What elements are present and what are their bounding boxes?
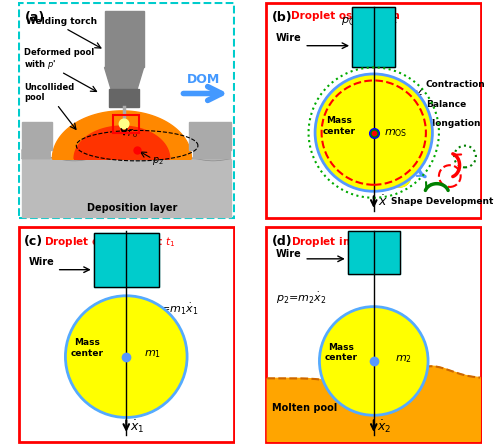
Bar bbox=[113, 115, 140, 133]
Polygon shape bbox=[22, 122, 52, 150]
Text: $m_2$: $m_2$ bbox=[396, 353, 412, 365]
Text: Shape Development: Shape Development bbox=[391, 197, 494, 207]
Circle shape bbox=[320, 306, 428, 415]
Polygon shape bbox=[22, 143, 50, 159]
Text: Mass
center: Mass center bbox=[324, 343, 358, 362]
Text: Droplet oscillation: Droplet oscillation bbox=[291, 11, 400, 21]
Text: $p_2$: $p_2$ bbox=[152, 155, 164, 167]
Text: DOM: DOM bbox=[187, 73, 220, 86]
Bar bbox=[104, 11, 144, 67]
Text: Droplet impact $t_2$: Droplet impact $t_2$ bbox=[291, 235, 392, 249]
Bar bbox=[352, 7, 396, 67]
Text: $F_0$: $F_0$ bbox=[128, 127, 138, 140]
Circle shape bbox=[389, 165, 410, 187]
Text: $\dot{x}_1$: $\dot{x}_1$ bbox=[130, 418, 144, 435]
Bar bbox=[94, 233, 159, 287]
Polygon shape bbox=[194, 143, 230, 159]
Circle shape bbox=[120, 119, 129, 129]
Text: Welding torch: Welding torch bbox=[26, 17, 98, 26]
Text: Deformed pool
with $p$': Deformed pool with $p$' bbox=[24, 47, 94, 71]
Text: Wire: Wire bbox=[276, 249, 301, 258]
Text: (a): (a) bbox=[25, 11, 46, 24]
Bar bbox=[94, 233, 159, 287]
Polygon shape bbox=[74, 126, 170, 159]
Text: Wire: Wire bbox=[276, 33, 301, 43]
Text: (d): (d) bbox=[272, 235, 292, 248]
Circle shape bbox=[315, 74, 432, 191]
Polygon shape bbox=[268, 366, 480, 441]
Text: $\dot{x}_2$: $\dot{x}_2$ bbox=[377, 418, 392, 435]
Text: Deposition layer: Deposition layer bbox=[87, 203, 178, 213]
Text: $p_1$=$m_1\dot{x}_1$: $p_1$=$m_1\dot{x}_1$ bbox=[148, 302, 198, 317]
Text: Droplet detachment $t_1$: Droplet detachment $t_1$ bbox=[44, 235, 175, 249]
Text: Mass
center: Mass center bbox=[322, 116, 356, 136]
Text: $m_\mathrm{OS}$: $m_\mathrm{OS}$ bbox=[384, 127, 407, 138]
Bar bbox=[352, 7, 396, 67]
Text: Molten pool: Molten pool bbox=[272, 403, 337, 413]
Text: (c): (c) bbox=[24, 235, 44, 248]
Polygon shape bbox=[22, 156, 231, 161]
Polygon shape bbox=[190, 122, 230, 150]
Text: Uncollided
pool: Uncollided pool bbox=[24, 82, 74, 102]
Text: Wire: Wire bbox=[28, 257, 54, 267]
Text: Elongation: Elongation bbox=[426, 120, 480, 129]
Bar bbox=[109, 89, 140, 107]
Bar bbox=[348, 231, 400, 274]
Text: (b): (b) bbox=[272, 11, 292, 24]
Text: $m_1$: $m_1$ bbox=[144, 349, 160, 360]
Polygon shape bbox=[22, 159, 231, 217]
Polygon shape bbox=[52, 111, 192, 159]
Text: $p_\mathrm{OS}$=$m_\mathrm{OS}\dot{x}$: $p_\mathrm{OS}$=$m_\mathrm{OS}\dot{x}$ bbox=[341, 13, 400, 28]
Text: $p_2$=$m_2\dot{x}_2$: $p_2$=$m_2\dot{x}_2$ bbox=[276, 291, 326, 306]
Text: Contraction: Contraction bbox=[426, 80, 486, 89]
Text: Mass
center: Mass center bbox=[70, 338, 104, 358]
Circle shape bbox=[66, 296, 187, 418]
Text: Balance: Balance bbox=[426, 100, 466, 109]
Polygon shape bbox=[104, 67, 144, 89]
Bar bbox=[348, 231, 400, 274]
Text: $\dot{x}$: $\dot{x}$ bbox=[378, 195, 388, 210]
